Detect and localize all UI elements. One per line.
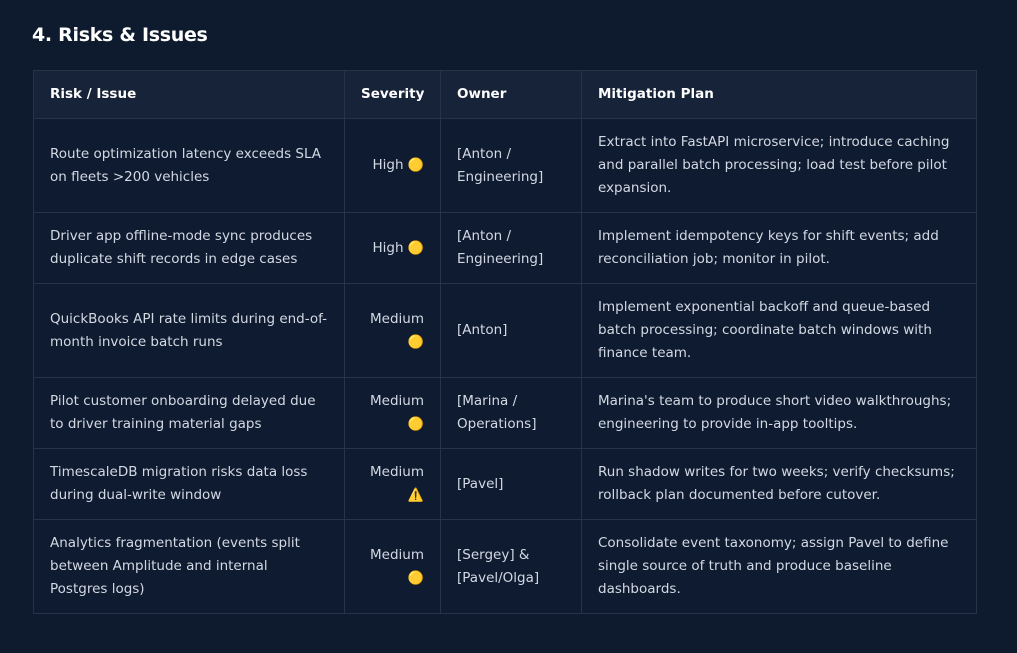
table-row: TimescaleDB migration risks data loss du… bbox=[33, 448, 977, 520]
mitigation-cell: Run shadow writes for two weeks; verify … bbox=[581, 448, 977, 520]
mitigation-cell: Implement idempotency keys for shift eve… bbox=[581, 212, 977, 284]
mitigation-cell: Implement exponential backoff and queue-… bbox=[581, 283, 977, 378]
column-header: Mitigation Plan bbox=[581, 70, 977, 119]
severity-cell: Medium 🟡 bbox=[344, 283, 441, 378]
owner-cell: [Anton / Engineering] bbox=[440, 118, 582, 213]
severity-cell: Medium ⚠️ bbox=[344, 448, 441, 520]
mitigation-cell: Consolidate event taxonomy; assign Pavel… bbox=[581, 519, 977, 614]
column-header: Owner bbox=[440, 70, 582, 119]
severity-label: High bbox=[372, 157, 404, 173]
table-body: Route optimization latency exceeds SLA o… bbox=[33, 118, 977, 614]
severity-cell: Medium 🟡 bbox=[344, 377, 441, 449]
severity-icon: 🟡 bbox=[407, 570, 424, 586]
table-row: Route optimization latency exceeds SLA o… bbox=[33, 118, 977, 213]
severity-icon: 🟡 bbox=[407, 334, 424, 350]
risk-cell: Route optimization latency exceeds SLA o… bbox=[33, 118, 345, 213]
risk-cell: Pilot customer onboarding delayed due to… bbox=[33, 377, 345, 449]
mitigation-cell: Extract into FastAPI microservice; intro… bbox=[581, 118, 977, 213]
header-row: Risk / Issue Severity Owner Mitigation P… bbox=[33, 70, 977, 119]
severity-icon: 🟡 bbox=[407, 158, 424, 173]
severity-cell: Medium 🟡 bbox=[344, 519, 441, 614]
owner-cell: [Sergey] & [Pavel/Olga] bbox=[440, 519, 582, 614]
severity-icon: 🟡 bbox=[407, 417, 424, 432]
owner-cell: [Anton / Engineering] bbox=[440, 212, 582, 284]
column-header: Risk / Issue bbox=[33, 70, 345, 119]
severity-label: High bbox=[372, 239, 404, 256]
risks-table: Risk / Issue Severity Owner Mitigation P… bbox=[33, 70, 977, 614]
owner-cell: [Anton] bbox=[440, 283, 582, 378]
risk-cell: QuickBooks API rate limits during end-of… bbox=[33, 283, 345, 378]
severity-cell: High 🟡 bbox=[344, 118, 441, 213]
table-row: QuickBooks API rate limits during end-of… bbox=[33, 283, 977, 378]
owner-cell: [Marina / Operations] bbox=[440, 377, 582, 449]
table-row: Driver app offline-mode sync produces du… bbox=[33, 212, 977, 284]
severity-label: Medium bbox=[370, 393, 424, 409]
severity-cell: High 🟡 bbox=[344, 212, 441, 284]
column-header: Severity bbox=[344, 70, 441, 119]
severity-label: Medium bbox=[370, 464, 424, 480]
severity-label: Medium bbox=[370, 546, 424, 563]
table-row: Pilot customer onboarding delayed due to… bbox=[33, 377, 977, 449]
severity-label: Medium bbox=[370, 310, 424, 327]
risk-cell: Analytics fragmentation (events split be… bbox=[33, 519, 345, 614]
section-title: 4. Risks & Issues bbox=[32, 24, 208, 46]
severity-icon: 🟡 bbox=[407, 240, 424, 256]
severity-icon: ⚠️ bbox=[407, 488, 424, 503]
mitigation-cell: Marina's team to produce short video wal… bbox=[581, 377, 977, 449]
risk-cell: Driver app offline-mode sync produces du… bbox=[33, 212, 345, 284]
owner-cell: [Pavel] bbox=[440, 448, 582, 520]
risk-cell: TimescaleDB migration risks data loss du… bbox=[33, 448, 345, 520]
table-row: Analytics fragmentation (events split be… bbox=[33, 519, 977, 614]
